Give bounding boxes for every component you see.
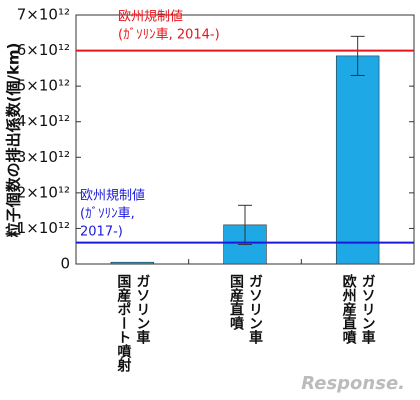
x-tick-label: 国産直噴 (228, 274, 244, 331)
y-tick-label: 6×10¹² (17, 41, 70, 59)
y-axis-label: 粒子個数の排出係数(個/km) (5, 43, 23, 238)
y-tick-label: 0 (60, 255, 70, 273)
y-tick-label: 5×10¹² (17, 77, 70, 95)
x-tick-label: ガソリン車 (134, 274, 150, 345)
reference-label: 2017-) (80, 225, 123, 240)
x-tick-label: ガソリン車 (360, 274, 376, 345)
reference-label: (ｶﾞｿﾘﾝ車, 2014-) (118, 28, 220, 43)
y-tick-label: 7×10¹² (17, 6, 70, 24)
reference-label: 欧州規制値 (118, 9, 183, 25)
x-tick-label: 国産ポート噴射 (115, 274, 132, 373)
y-tick-label: 1×10¹² (17, 219, 70, 237)
watermark: Response. (301, 373, 405, 394)
y-tick-label: 3×10¹² (17, 148, 70, 166)
y-tick-label: 4×10¹² (17, 112, 70, 130)
bar (110, 261, 155, 265)
bar (335, 55, 380, 265)
x-tick-label: ガソリン車 (247, 274, 263, 345)
x-tick-label: 欧州産直噴 (341, 273, 358, 345)
reference-label: 欧州規制値 (80, 188, 145, 204)
reference-label: (ｶﾞｿﾘﾝ車, (80, 207, 135, 222)
y-tick-label: 2×10¹² (17, 183, 70, 201)
